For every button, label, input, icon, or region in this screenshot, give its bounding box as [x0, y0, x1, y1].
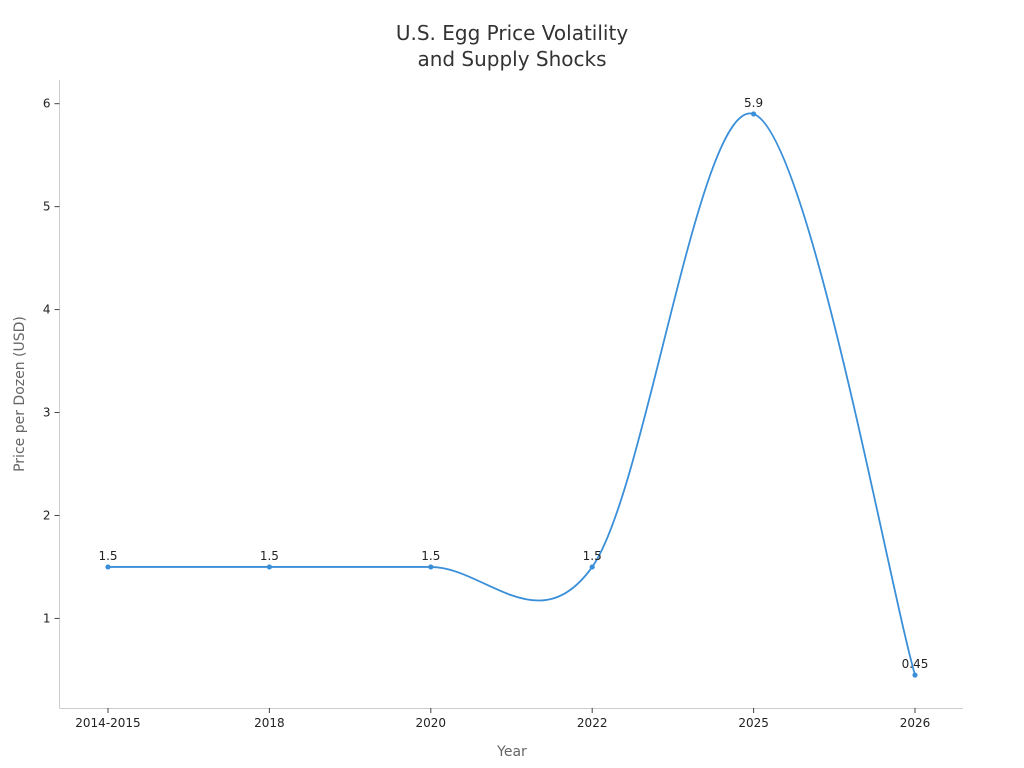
- y-axis-label: Price per Dozen (USD): [12, 316, 28, 472]
- data-point: [266, 564, 272, 570]
- x-axis-label: Year: [496, 744, 527, 760]
- data-point: [912, 672, 918, 678]
- data-label: 5.9: [744, 96, 763, 110]
- data-label: 1.5: [583, 549, 602, 563]
- y-tick-label: 6: [43, 97, 51, 111]
- data-point: [589, 564, 595, 570]
- y-tick-label: 5: [43, 200, 51, 214]
- y-tick-label: 1: [43, 611, 51, 625]
- data-point: [428, 564, 434, 570]
- chart-title-line-2: and Supply Shocks: [417, 47, 607, 71]
- x-tick-label: 2018: [254, 716, 285, 730]
- data-point: [751, 111, 757, 117]
- y-tick-label: 4: [43, 303, 51, 317]
- data-points: [105, 111, 918, 678]
- data-label: 1.5: [421, 549, 440, 563]
- x-tick-label: 2026: [900, 716, 931, 730]
- chart-title-line-1: U.S. Egg Price Volatility: [395, 21, 629, 45]
- data-labels: 1.5 1.5 1.5 1.5 5.9 0.45: [98, 96, 928, 671]
- y-tick-label: 2: [43, 508, 51, 522]
- x-tick-label: 2025: [738, 716, 769, 730]
- chart-title: U.S. Egg Price Volatility and Supply Sho…: [0, 20, 1024, 72]
- data-label: 1.5: [260, 549, 279, 563]
- data-point: [105, 564, 111, 570]
- x-axis-ticks: 2014-2015 2018 2020 2022 2025 2026: [75, 708, 930, 730]
- y-tick-label: 3: [43, 406, 51, 420]
- x-tick-label: 2014-2015: [75, 716, 140, 730]
- data-label: 0.45: [902, 657, 929, 671]
- series-line: [108, 112, 916, 676]
- y-axis-ticks: 1 2 3 4 5 6: [43, 97, 60, 625]
- x-tick-label: 2020: [416, 716, 447, 730]
- data-label: 1.5: [98, 549, 117, 563]
- x-tick-label: 2022: [577, 716, 608, 730]
